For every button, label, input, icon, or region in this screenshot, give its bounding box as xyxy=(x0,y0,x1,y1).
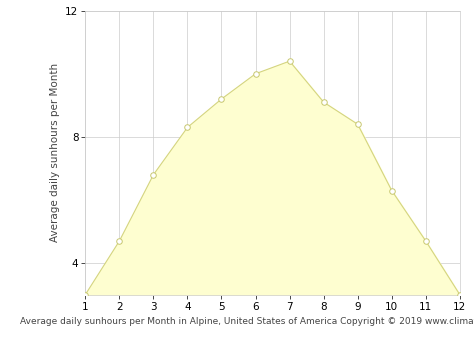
Point xyxy=(183,125,191,130)
Point xyxy=(320,99,328,105)
Point xyxy=(150,172,157,178)
Point xyxy=(286,58,293,64)
X-axis label: Average daily sunhours per Month in Alpine, United States of America Copyright ©: Average daily sunhours per Month in Alpi… xyxy=(20,317,474,326)
Point xyxy=(218,96,225,102)
Point xyxy=(354,121,362,127)
Point xyxy=(422,238,429,244)
Point xyxy=(116,238,123,244)
Point xyxy=(388,188,395,193)
Y-axis label: Average daily sunhours per Month: Average daily sunhours per Month xyxy=(50,63,60,242)
Point xyxy=(252,71,259,77)
Point xyxy=(456,292,464,297)
Point xyxy=(82,292,89,297)
